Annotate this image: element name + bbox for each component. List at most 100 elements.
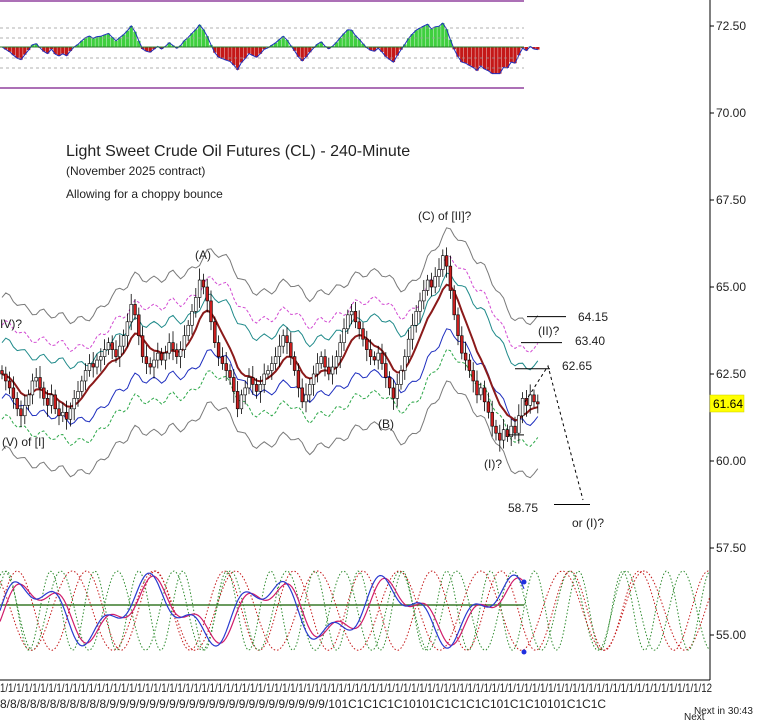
down-candle — [467, 359, 472, 371]
momentum-bar-negative — [216, 47, 221, 58]
momentum-bar-negative — [391, 47, 396, 63]
oscillator-signal-line — [0, 575, 525, 646]
down-candle — [11, 387, 16, 399]
wave-label-c-of-ii: (C) of [II]? — [418, 209, 472, 223]
down-candle — [53, 394, 57, 410]
cycle-wave-red — [0, 570, 710, 651]
momentum-bar-negative — [456, 47, 460, 57]
momentum-bar-negative — [384, 47, 388, 57]
up-candle — [349, 311, 354, 316]
momentum-bar-negative — [251, 47, 255, 56]
down-candle — [505, 429, 510, 437]
down-candle — [482, 387, 487, 403]
up-candle — [83, 370, 88, 382]
up-candle — [346, 314, 350, 330]
momentum-bar-negative — [380, 47, 384, 52]
up-candle — [281, 335, 285, 347]
up-candle — [311, 373, 316, 385]
up-candle — [152, 359, 156, 368]
down-candle — [133, 304, 137, 316]
level-label-6340: 63.40 — [575, 334, 605, 348]
next-label: Next — [684, 712, 705, 720]
down-candle — [384, 363, 388, 378]
up-candle — [270, 363, 274, 371]
down-candle — [429, 279, 434, 288]
momentum-bar-positive — [277, 39, 282, 47]
momentum-bar-negative — [296, 47, 301, 57]
up-candle — [125, 321, 130, 337]
down-candle — [45, 398, 50, 406]
momentum-bar-positive — [270, 45, 274, 47]
oscillator-dot-upper — [521, 579, 527, 585]
momentum-bar-positive — [102, 34, 107, 47]
y-tick-label: 62.50 — [716, 367, 746, 381]
up-candle — [273, 356, 278, 364]
momentum-bar-positive — [114, 40, 118, 47]
momentum-bar-negative — [15, 47, 19, 59]
up-candle — [121, 335, 126, 347]
down-candle — [372, 356, 377, 361]
up-candle — [102, 349, 107, 357]
momentum-bar-positive — [410, 34, 415, 47]
up-candle — [410, 324, 415, 340]
up-candle — [330, 366, 335, 375]
down-candle — [536, 401, 540, 405]
up-candle — [376, 352, 380, 361]
outer-lower-band — [1, 380, 539, 479]
down-candle — [205, 286, 209, 302]
down-candle — [159, 352, 164, 361]
momentum-bar-negative — [395, 47, 399, 56]
up-candle — [178, 349, 183, 357]
last-price-marker — [709, 394, 745, 413]
down-candle — [64, 411, 69, 420]
momentum-bar-negative — [247, 47, 251, 54]
up-candle — [23, 405, 27, 417]
momentum-bar-positive — [133, 31, 137, 47]
momentum-bar-negative — [11, 47, 16, 56]
momentum-bar-positive — [197, 24, 202, 47]
down-candle — [213, 321, 217, 343]
momentum-bar-negative — [372, 47, 377, 52]
momentum-bar-positive — [319, 41, 323, 47]
down-candle — [114, 349, 118, 357]
momentum-bar-positive — [342, 33, 346, 47]
momentum-bar-positive — [190, 33, 194, 47]
level-label-6415: 64.15 — [578, 310, 608, 324]
momentum-bar-negative — [308, 47, 312, 53]
down-candle — [490, 411, 494, 427]
wave-label-v-of-i: (V) of [I] — [2, 435, 45, 449]
upper-dashed-band — [1, 255, 539, 353]
cycle-wave-red-2 — [0, 570, 710, 651]
momentum-bar-negative — [536, 47, 540, 50]
momentum-bar-negative — [505, 47, 510, 68]
momentum-bar-negative — [232, 47, 236, 66]
lower-blue-band — [1, 328, 539, 427]
down-candle — [448, 265, 453, 291]
chart-title: Light Sweet Crude Oil Futures (CL) - 240… — [66, 143, 410, 160]
up-candle — [399, 370, 403, 385]
wave-label-ii: (II)? — [538, 324, 560, 338]
up-candle — [258, 384, 263, 392]
momentum-bar-positive — [80, 40, 84, 47]
momentum-bar-negative — [467, 47, 472, 66]
last-price-text: 61.64 — [713, 397, 743, 411]
up-candle — [262, 373, 266, 385]
down-candle — [137, 314, 141, 337]
momentum-bar-negative — [498, 47, 502, 74]
momentum-bar-positive — [414, 30, 418, 47]
down-candle — [110, 342, 114, 350]
momentum-bar-positive — [171, 45, 175, 47]
up-candle — [441, 255, 445, 270]
y-tick-label: 72.50 — [716, 19, 746, 33]
momentum-bar-positive — [129, 25, 133, 47]
down-candle — [486, 401, 491, 413]
up-candle — [182, 335, 187, 350]
momentum-bar-positive — [106, 33, 111, 47]
up-candle — [501, 429, 506, 441]
momentum-bar-positive — [137, 40, 141, 47]
momentum-bar-negative — [57, 47, 61, 56]
wave-label-a: (A) — [195, 248, 211, 262]
down-candle — [494, 425, 498, 434]
level-label-5875: 58.75 — [508, 501, 538, 515]
